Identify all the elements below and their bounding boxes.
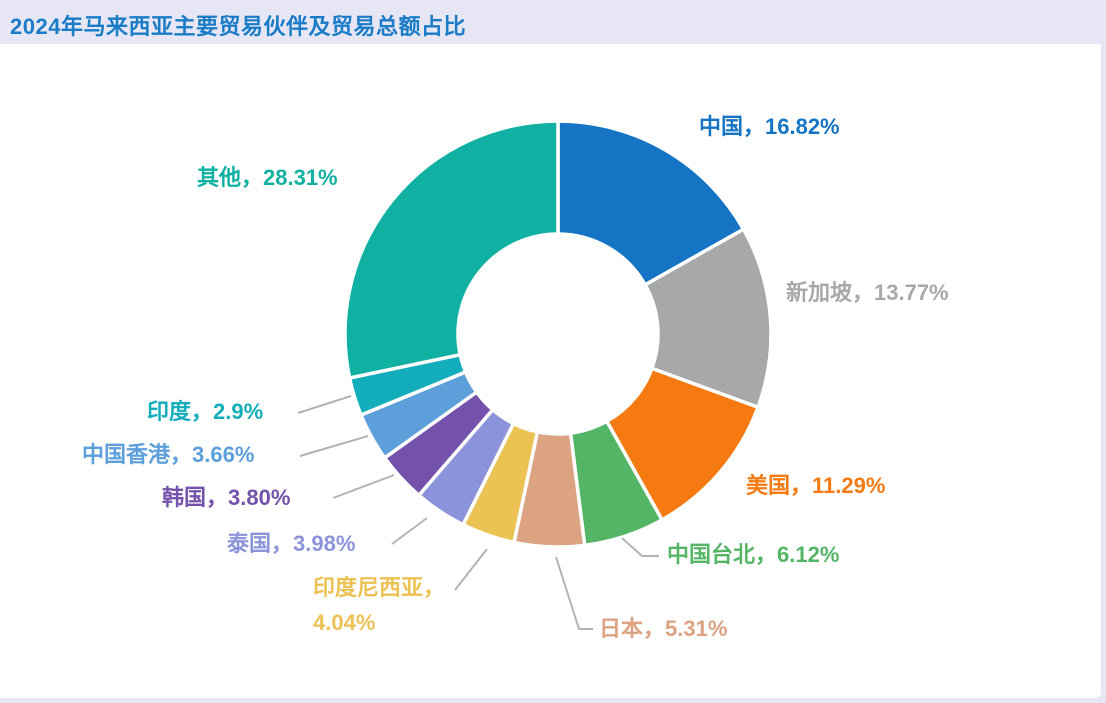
donut-segment-china[interactable] <box>556 119 746 287</box>
slice-label-india: 印度，2.9% <box>147 399 264 424</box>
donut-segment-others[interactable] <box>343 119 560 380</box>
page-title: 2024年马来西亚主要贸易伙伴及贸易总额占比 <box>10 14 466 39</box>
donut-segment-singapore[interactable] <box>643 227 773 410</box>
slice-label-singapore: 新加坡，13.77% <box>786 280 949 305</box>
slice-label-south-korea: 韩国，3.80% <box>162 485 291 510</box>
slice-label-others: 其他，28.31% <box>197 165 338 190</box>
slice-label-hong-kong: 中国香港，3.66% <box>82 442 255 467</box>
slice-label-usa: 美国，11.29% <box>746 473 886 498</box>
leader-line-indonesia <box>454 548 488 591</box>
leader-line-thailand <box>391 517 428 545</box>
slice-label-japan: 日本，5.31% <box>599 616 728 641</box>
leader-line-hong-kong <box>299 435 369 457</box>
slice-label-thailand: 泰国，3.98% <box>227 531 356 556</box>
leader-line-chinese-taipei <box>621 537 659 557</box>
page-header: 2024年马来西亚主要贸易伙伴及贸易总额占比 <box>0 0 1106 44</box>
slice-label-china: 中国，16.82% <box>699 114 840 139</box>
leader-line-japan <box>555 556 593 630</box>
slice-label-indonesia: 印度尼西亚， 4.04% <box>313 575 446 636</box>
leader-line-india <box>297 395 352 414</box>
leader-line-south-korea <box>332 474 395 499</box>
slice-label-chinese-taipei: 中国台北，6.12% <box>667 542 840 567</box>
